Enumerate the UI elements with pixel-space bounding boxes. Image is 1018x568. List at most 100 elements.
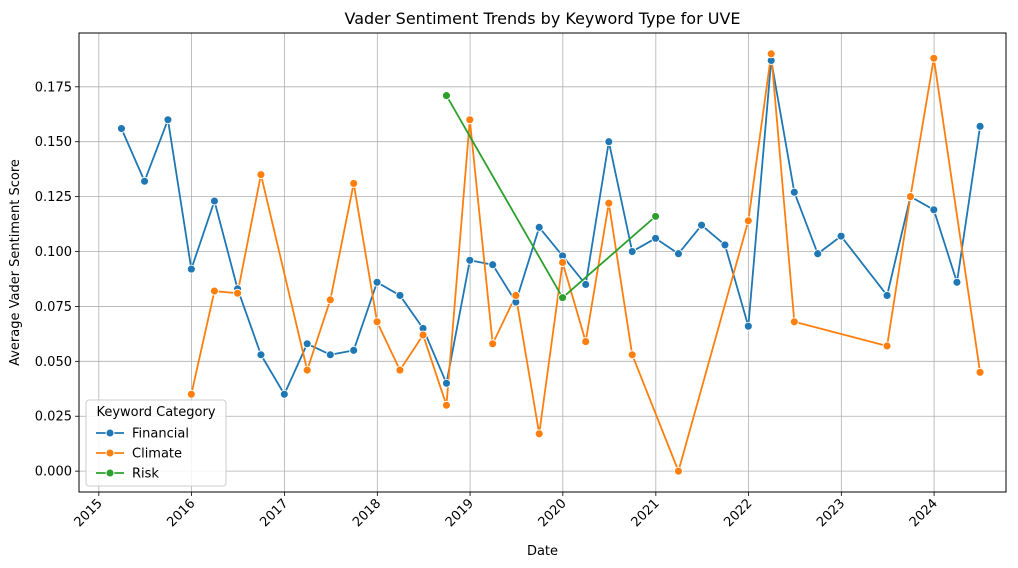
data-point-risk (651, 211, 661, 221)
x-tick-label: 2021 (629, 496, 663, 530)
data-point-financial (975, 121, 985, 131)
legend-item-climate: Climate (96, 447, 182, 462)
data-point-financial (697, 220, 707, 230)
data-point-climate (674, 466, 683, 476)
legend-title: Keyword Category (96, 405, 215, 420)
data-point-climate (349, 178, 359, 188)
data-point-financial (789, 187, 799, 197)
data-point-climate (766, 49, 776, 59)
data-point-climate (581, 337, 591, 347)
y-tick-label: 0.075 (35, 300, 72, 315)
legend-label: Risk (132, 467, 159, 482)
y-tick-label: 0.175 (35, 80, 72, 95)
data-point-climate (906, 192, 915, 202)
x-tick-label: 2020 (536, 496, 570, 530)
data-point-climate (442, 400, 451, 410)
data-point-climate (488, 339, 498, 349)
data-point-financial (651, 233, 661, 243)
legend-box (85, 399, 227, 487)
x-tick-label: 2024 (907, 496, 941, 530)
data-point-financial (372, 277, 382, 287)
y-axis: 0.000 0.025 0.050 0.075 0.100 0.125 0.150 0.175 (35, 80, 79, 480)
x-axis-title: Date (527, 544, 558, 559)
data-point-financial (279, 389, 289, 399)
data-point-climate (186, 389, 196, 399)
data-point-financial (534, 222, 544, 232)
data-point-financial (627, 247, 637, 256)
data-point-climate (233, 288, 243, 298)
data-point-financial (116, 124, 126, 133)
data-point-climate (534, 429, 544, 439)
x-tick-label: 2017 (257, 496, 291, 530)
legend-item-financial: Financial (96, 427, 189, 442)
legend-item-risk: Risk (96, 467, 159, 482)
x-tick-label: 2023 (814, 496, 848, 530)
data-point-financial (952, 277, 962, 287)
legend-label: Climate (132, 447, 182, 462)
y-tick-label: 0.100 (35, 245, 72, 260)
x-axis: 2015 2016 2017 2018 2019 2020 2021 2022 2023 2024 (72, 492, 941, 530)
data-point-climate (789, 317, 799, 327)
y-tick-label: 0.050 (35, 355, 72, 370)
data-point-climate (418, 330, 428, 340)
data-point-climate (256, 170, 266, 180)
data-point-financial (465, 255, 475, 265)
data-point-financial (743, 321, 753, 331)
y-axis-title: Average Vader Sentiment Score (8, 159, 23, 366)
data-point-financial (256, 350, 266, 360)
data-point-financial (442, 378, 451, 388)
data-point-climate (511, 290, 521, 300)
data-point-climate (372, 317, 382, 327)
x-tick-label: 2016 (164, 496, 198, 530)
data-point-climate (209, 286, 219, 296)
x-tick-label: 2015 (72, 496, 106, 530)
data-point-climate (465, 115, 475, 125)
data-point-financial (302, 339, 312, 349)
data-point-financial (395, 290, 405, 300)
data-point-financial (674, 249, 683, 259)
data-point-financial (581, 280, 591, 289)
legend-swatch-marker (105, 428, 115, 438)
data-point-financial (349, 345, 359, 355)
x-tick-label: 2022 (721, 496, 755, 530)
legend-items: Financial Climate Risk (96, 427, 189, 482)
data-point-climate (929, 53, 939, 63)
data-point-financial (836, 231, 846, 241)
data-point-financial (140, 176, 150, 186)
legend-swatch-marker (105, 468, 115, 478)
x-tick-label: 2018 (350, 496, 384, 530)
data-point-climate (743, 216, 753, 226)
data-point-climate (302, 365, 312, 375)
data-point-climate (558, 258, 568, 267)
data-point-climate (975, 367, 985, 377)
data-point-financial (209, 196, 219, 206)
data-point-climate (882, 341, 892, 351)
data-point-financial (813, 249, 823, 259)
y-tick-label: 0.000 (35, 465, 72, 480)
series-lines (120, 52, 981, 473)
legend-label: Financial (132, 427, 189, 442)
data-point-financial (325, 350, 335, 360)
data-point-risk (558, 293, 568, 303)
data-point-climate (604, 198, 614, 208)
data-point-financial (882, 290, 892, 300)
y-tick-label: 0.150 (35, 135, 72, 150)
data-point-risk (442, 91, 451, 101)
data-point-financial (720, 240, 730, 250)
data-point-financial (929, 205, 939, 215)
data-point-climate (325, 295, 335, 305)
data-point-financial (163, 115, 173, 125)
series-markers (116, 49, 985, 476)
plot-frame (78, 32, 1007, 493)
data-point-climate (395, 365, 405, 375)
legend-swatch-marker (105, 448, 115, 458)
x-tick-label: 2019 (443, 496, 477, 530)
legend: Keyword Category Financial Climate Risk (85, 399, 227, 487)
data-point-financial (186, 264, 196, 274)
data-point-climate (627, 350, 637, 360)
y-tick-label: 0.125 (35, 190, 72, 205)
grid (79, 33, 1006, 492)
data-point-financial (488, 260, 498, 270)
y-tick-label: 0.025 (35, 410, 72, 425)
